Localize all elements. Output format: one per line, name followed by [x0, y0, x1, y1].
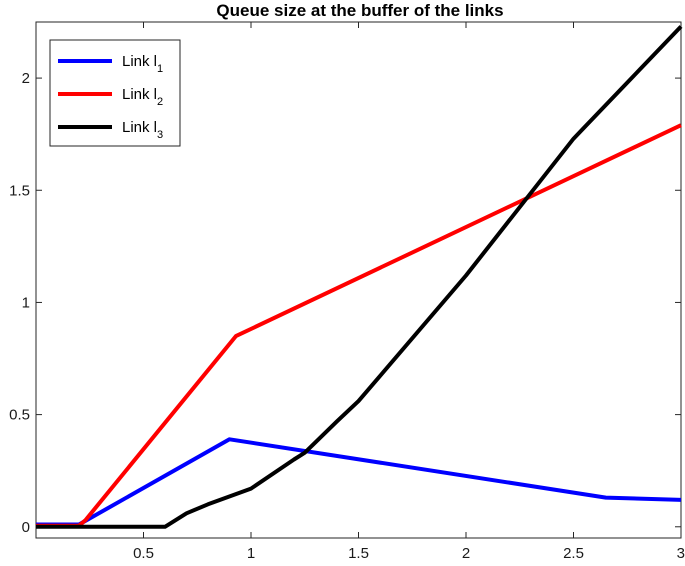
legend-label-main: Link l [122, 53, 157, 70]
series-line-3 [36, 25, 683, 529]
y-tick-label: 0.5 [9, 407, 30, 424]
legend-label-subscript: 1 [157, 63, 163, 75]
x-axis: 0.5 1 1.5 2 2.5 3 [133, 22, 685, 562]
legend-label-main: Link l [122, 119, 157, 136]
legend-label-2: Link l2 [122, 86, 163, 108]
legend-label-subscript: 3 [157, 129, 163, 141]
x-tick-label: 1.5 [348, 545, 369, 562]
x-tick-label: 1 [247, 545, 255, 562]
legend-label-1: Link l1 [122, 53, 163, 75]
x-tick-label: 0.5 [133, 545, 154, 562]
y-tick-label: 0 [22, 519, 30, 536]
series-layer [36, 25, 683, 529]
legend-label-main: Link l [122, 86, 157, 103]
x-tick-label: 2.5 [563, 545, 584, 562]
y-tick-label: 1.5 [9, 182, 30, 199]
x-tick-label: 2 [462, 545, 470, 562]
y-tick-label: 1 [22, 294, 30, 311]
x-tick-label: 3 [677, 545, 685, 562]
y-tick-label: 2 [22, 70, 30, 87]
legend-label-3: Link l3 [122, 119, 163, 141]
legend-label-subscript: 2 [157, 96, 163, 108]
chart-title: Queue size at the buffer of the links [216, 1, 503, 20]
